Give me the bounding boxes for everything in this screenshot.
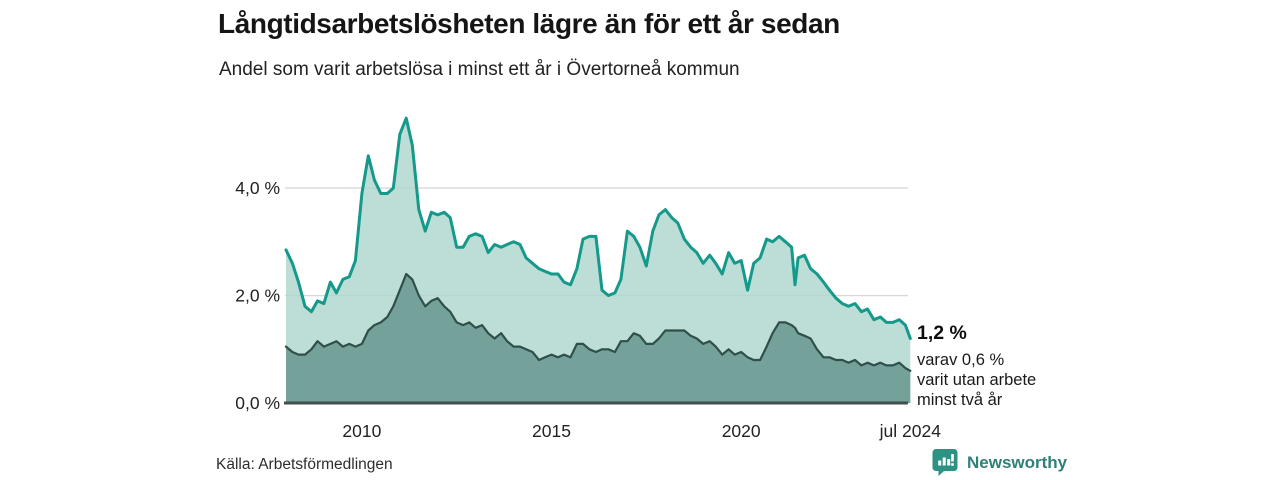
- page-title: Långtidsarbetslösheten lägre än för ett …: [218, 8, 840, 39]
- x-axis-tick-label: 2010: [342, 421, 381, 441]
- x-axis-tick-label: 2015: [532, 421, 571, 441]
- x-axis-tick-label: 2020: [722, 421, 761, 441]
- line-total-one-year: [284, 116, 912, 340]
- newsworthy-logo: Newsworthy: [932, 448, 1067, 477]
- area-two-years: [286, 274, 911, 403]
- chart-subtitle: Andel som varit arbetslösa i minst ett å…: [219, 59, 740, 80]
- y-axis-tick-label: 4,0 %: [235, 178, 280, 198]
- brand-name: Newsworthy: [967, 452, 1068, 472]
- y-axis-tick-label: 0,0 %: [235, 393, 280, 413]
- bar-chart-bubble-icon: [932, 449, 958, 476]
- end-value-detail-line3: minst två år: [917, 391, 1003, 409]
- end-value-annotation: 1,2 % varav 0,6 % varit utan arbete mins…: [917, 322, 1036, 410]
- end-value-total: 1,2 %: [917, 322, 967, 344]
- y-axis-tick-label: 2,0 %: [235, 286, 280, 306]
- end-value-detail-line2: varit utan arbete: [917, 371, 1037, 389]
- line-two-years: [284, 272, 912, 372]
- end-value-detail-line1: varav 0,6 %: [917, 351, 1005, 369]
- x-axis-tick-label: jul 2024: [879, 421, 942, 441]
- source-note: Källa: Arbetsförmedlingen: [216, 456, 393, 473]
